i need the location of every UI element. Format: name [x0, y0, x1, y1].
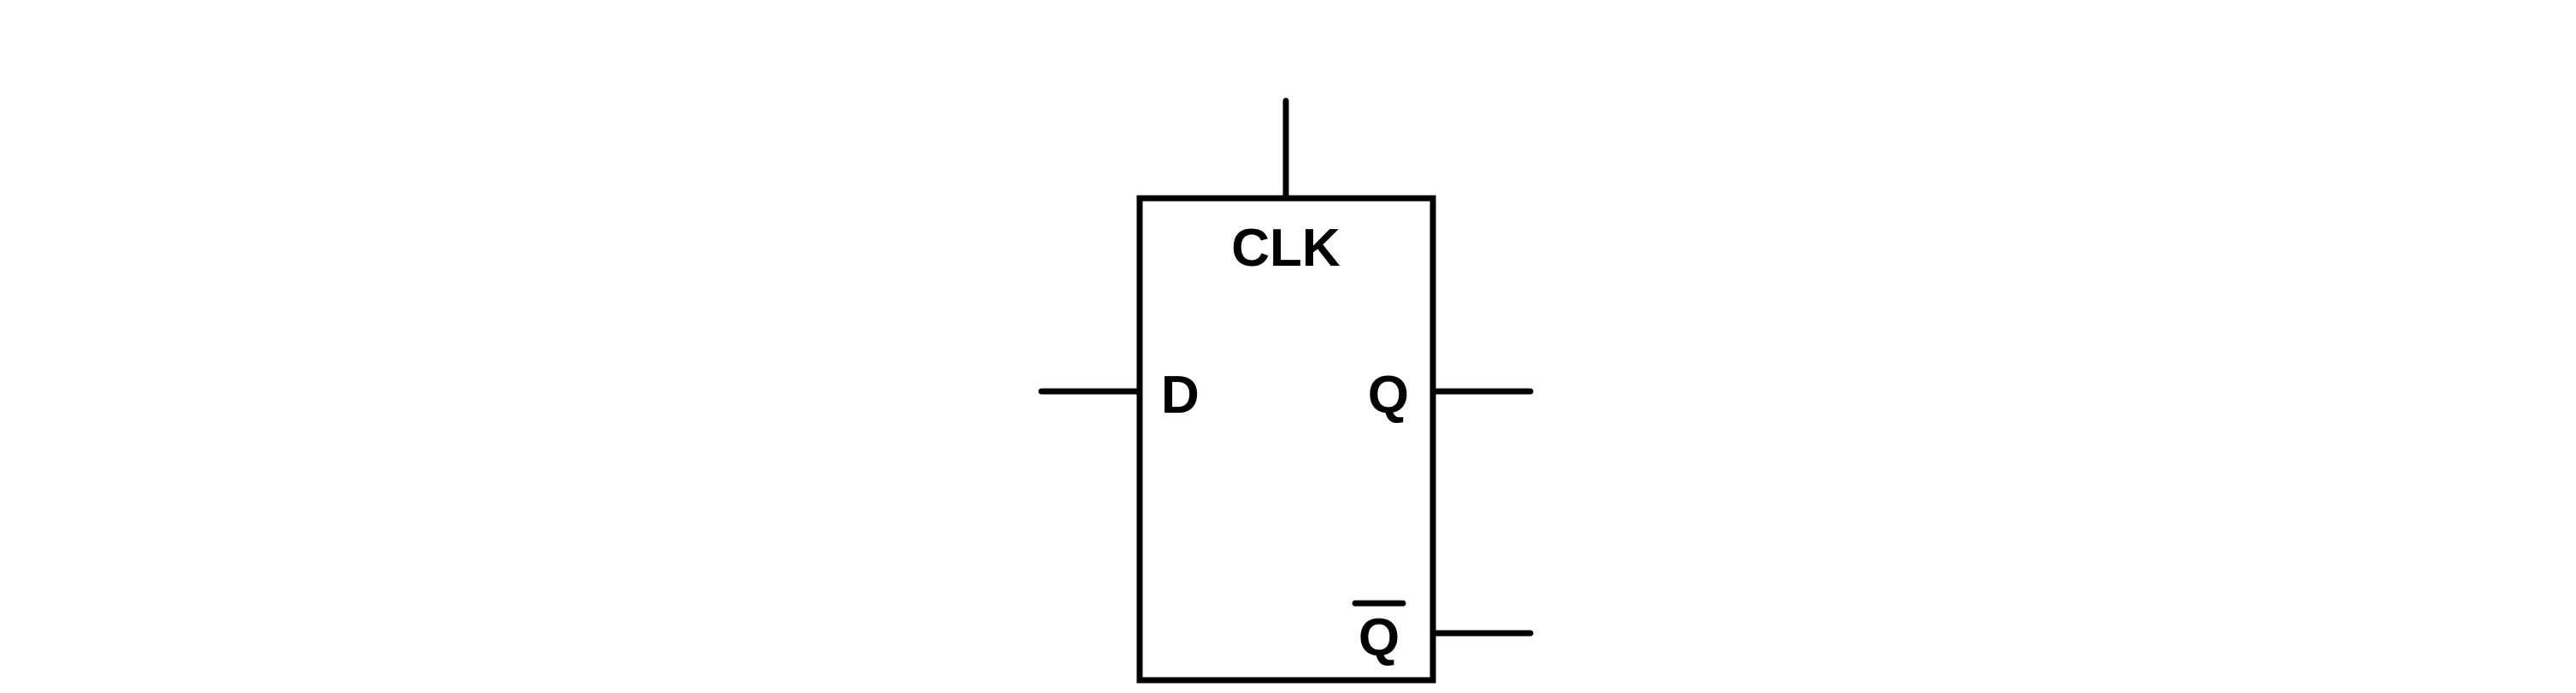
clk-label: CLK [1231, 219, 1341, 278]
q-bar-label: Q [1359, 608, 1400, 667]
q-label: Q [1368, 366, 1409, 425]
d-label: D [1161, 366, 1200, 425]
